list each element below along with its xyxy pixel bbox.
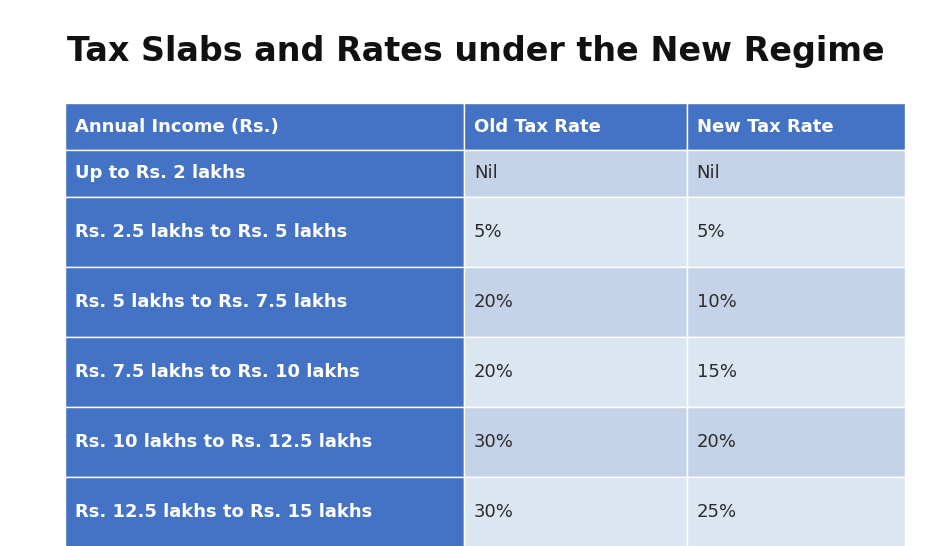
Text: 30%: 30%	[474, 503, 514, 521]
Bar	[686, 407, 905, 477]
Bar	[464, 197, 686, 267]
Bar	[65, 150, 464, 197]
Text: Rs. 10 lakhs to Rs. 12.5 lakhs: Rs. 10 lakhs to Rs. 12.5 lakhs	[75, 433, 372, 451]
Text: 10%: 10%	[697, 293, 736, 311]
Text: Rs. 5 lakhs to Rs. 7.5 lakhs: Rs. 5 lakhs to Rs. 7.5 lakhs	[75, 293, 347, 311]
Bar	[686, 267, 905, 337]
Bar	[464, 477, 686, 546]
Text: 20%: 20%	[474, 363, 514, 381]
Text: 20%: 20%	[474, 293, 514, 311]
Text: Old Tax Rate: Old Tax Rate	[474, 117, 601, 135]
Bar	[65, 337, 464, 407]
Text: New Tax Rate: New Tax Rate	[697, 117, 833, 135]
Text: 25%: 25%	[697, 503, 737, 521]
Text: Rs. 12.5 lakhs to Rs. 15 lakhs: Rs. 12.5 lakhs to Rs. 15 lakhs	[75, 503, 372, 521]
Bar	[686, 197, 905, 267]
Bar	[686, 477, 905, 546]
Bar	[464, 267, 686, 337]
Bar	[65, 197, 464, 267]
Text: 30%: 30%	[474, 433, 514, 451]
Text: 15%: 15%	[697, 363, 737, 381]
Bar	[464, 150, 686, 197]
Bar	[464, 337, 686, 407]
Bar	[686, 337, 905, 407]
Text: Up to Rs. 2 lakhs: Up to Rs. 2 lakhs	[75, 164, 246, 182]
Text: Tax Slabs and Rates under the New Regime: Tax Slabs and Rates under the New Regime	[68, 35, 884, 68]
Text: Nil: Nil	[697, 164, 721, 182]
Text: 20%: 20%	[697, 433, 737, 451]
Text: Annual Income (Rs.): Annual Income (Rs.)	[75, 117, 279, 135]
Text: 5%: 5%	[474, 223, 503, 241]
Text: Rs. 2.5 lakhs to Rs. 5 lakhs: Rs. 2.5 lakhs to Rs. 5 lakhs	[75, 223, 347, 241]
Text: Rs. 7.5 lakhs to Rs. 10 lakhs: Rs. 7.5 lakhs to Rs. 10 lakhs	[75, 363, 360, 381]
Bar	[464, 407, 686, 477]
Bar	[65, 407, 464, 477]
Bar	[65, 477, 464, 546]
Bar	[464, 103, 686, 150]
Text: 5%: 5%	[697, 223, 725, 241]
Bar	[65, 103, 464, 150]
Bar	[65, 267, 464, 337]
Bar	[686, 103, 905, 150]
Text: Nil: Nil	[474, 164, 498, 182]
Bar	[686, 150, 905, 197]
